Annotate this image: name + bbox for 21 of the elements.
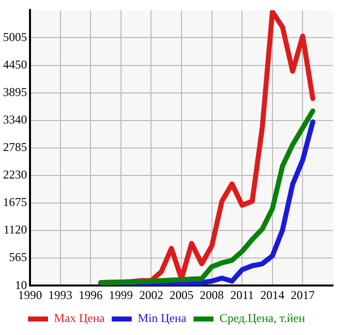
x-tick-label: 2005 (170, 288, 194, 302)
y-tick-label: 4450 (3, 57, 27, 72)
y-tick-label: 3340 (3, 112, 27, 127)
x-tick-label: 1993 (48, 288, 72, 302)
x-tick-label: 2014 (260, 288, 284, 302)
x-tick-label: 1996 (78, 288, 103, 302)
y-tick-label: 1675 (3, 195, 27, 210)
legend-label: Min Цена (138, 311, 188, 326)
x-tick-label: 1999 (108, 288, 133, 302)
y-tick-label: 2785 (3, 140, 27, 154)
y-tick-label: 1120 (3, 222, 27, 237)
x-tick-label: 2017 (290, 288, 315, 302)
x-tick-label: 2002 (139, 288, 164, 302)
x-tick-label: 2011 (230, 288, 254, 302)
y-tick-label: 5005 (3, 30, 27, 44)
legend-label: Сред.Цена, т.йен (219, 311, 306, 326)
y-tick-label: 565 (9, 250, 27, 264)
legend-label: Max Цена (54, 311, 106, 326)
x-tick-label: 2008 (200, 288, 224, 302)
y-tick-label: 3895 (3, 84, 27, 99)
y-tick-label: 2230 (3, 168, 27, 182)
